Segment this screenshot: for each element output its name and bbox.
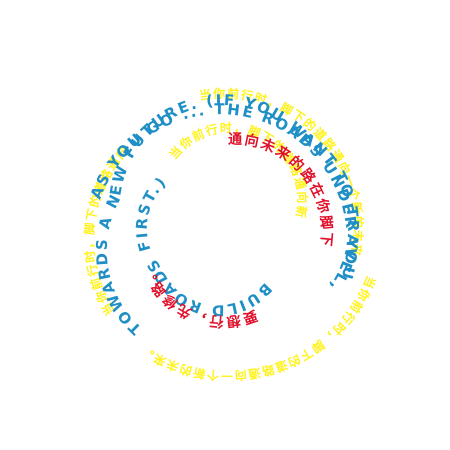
spiral-zh-yellow-outer: 当你前行时，脚下的道路通向一个新的未来。	[0, 0, 366, 258]
spiral-en-inner: BUILD ROADS FIRST.)	[133, 172, 276, 319]
